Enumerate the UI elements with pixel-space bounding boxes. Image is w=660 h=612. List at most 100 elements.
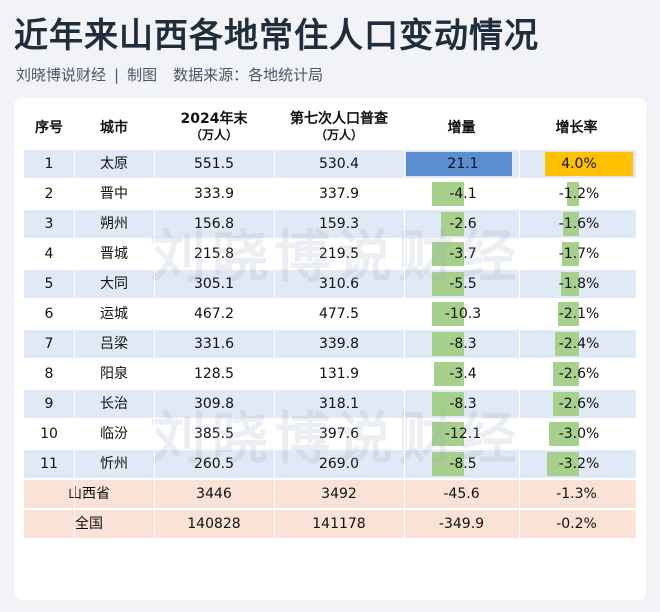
y2024-cell: 260.5: [193, 456, 235, 472]
rate-bar: [545, 152, 633, 176]
increase-bar: [432, 332, 464, 356]
table-row: 10 临汾 385.5 397.6 -12.1 -3.0%: [24, 420, 636, 448]
rank-cell: 9: [44, 396, 54, 412]
census7-cell: 339.8: [318, 336, 360, 352]
increase-cell: -349.9: [438, 516, 485, 532]
census7-cell: 131.9: [318, 366, 360, 382]
city-cell: 阳泉: [100, 366, 128, 382]
col-census7-label: 第七次人口普查: [290, 111, 388, 127]
city-cell: 晋城: [100, 246, 128, 262]
rate-bar: [561, 272, 579, 296]
table-row: 3 朔州 156.8 159.3 -2.6 -1.6%: [24, 210, 636, 238]
col-2024-label: 2024年末: [180, 111, 248, 127]
increase-value: 21.1: [447, 156, 479, 172]
rank-cell: 2: [44, 186, 54, 202]
census7-cell: 141178: [312, 516, 366, 532]
rate-value: -2.6%: [558, 396, 600, 412]
y2024-cell: 385.5: [193, 426, 235, 442]
rate-bar: [547, 452, 579, 476]
y2024-cell: 140828: [187, 516, 241, 532]
census7-cell: 3492: [321, 486, 357, 502]
subtitle: 刘晓博说财经 | 制图 数据来源：各地统计局: [16, 64, 323, 85]
page-title: 近年来山西各地常住人口变动情况: [14, 16, 539, 56]
author: 刘晓博说财经: [16, 66, 107, 84]
increase-bar: [432, 422, 464, 446]
table-row: 9 长治 309.8 318.1 -8.3 -2.6%: [24, 390, 636, 418]
rank-cell: 10: [40, 426, 58, 442]
column-divider: [74, 150, 75, 542]
census7-cell: 219.5: [318, 246, 360, 262]
rank-cell: 6: [44, 306, 54, 322]
increase-bar: [432, 392, 464, 416]
rank-cell: 3: [44, 216, 54, 232]
col-city: 城市: [100, 120, 128, 136]
rank-cell: 1: [44, 156, 54, 172]
increase-value: -8.3: [449, 396, 477, 412]
increase-bar: [432, 242, 464, 266]
census7-cell: 318.1: [318, 396, 360, 412]
column-divider: [519, 150, 520, 542]
increase-bar: [432, 182, 464, 206]
region-cell: 全国: [75, 516, 103, 532]
summary-row: 全国 140828 141178 -349.9 -0.2%: [24, 510, 636, 538]
y2024-cell: 215.8: [193, 246, 235, 262]
rate-value: 4.0%: [561, 156, 597, 172]
table-row: 5 大同 305.1 310.6 -5.5 -1.8%: [24, 270, 636, 298]
col-census7: 第七次人口普查 （万人）: [274, 108, 404, 151]
rate-cell: -1.3%: [556, 486, 597, 502]
col-2024: 2024年末 （万人）: [154, 108, 274, 151]
census7-cell: 477.5: [318, 306, 360, 322]
city-cell: 吕梁: [100, 336, 128, 352]
increase-value: -8.3: [449, 336, 477, 352]
increase-bar: [432, 272, 464, 296]
y2024-cell: 333.9: [193, 186, 235, 202]
table-header: 序号 城市 2024年末 （万人） 第七次人口普查 （万人） 增量 增长率: [24, 108, 636, 148]
increase-value: -5.5: [449, 276, 477, 292]
col-rate: 增长率: [555, 120, 598, 136]
rate-value: -2.4%: [558, 336, 600, 352]
increase-bar: [432, 452, 464, 476]
table-row: 1 太原 551.5 530.4 21.1 4.0%: [24, 150, 636, 178]
table-row: 2 晋中 333.9 337.9 -4.1 -1.2%: [24, 180, 636, 208]
increase-value: -3.7: [449, 246, 477, 262]
city-cell: 长治: [100, 396, 128, 412]
census7-cell: 159.3: [318, 216, 360, 232]
rate-value: -2.6%: [558, 366, 600, 382]
increase-bar: [441, 212, 464, 236]
rate-bar: [563, 212, 579, 236]
data-source: 数据来源：各地统计局: [173, 66, 324, 84]
rank-cell: 7: [44, 336, 54, 352]
rate-bar: [553, 362, 579, 386]
y2024-cell: 128.5: [193, 366, 235, 382]
table-row: 7 吕梁 331.6 339.8 -8.3 -2.4%: [24, 330, 636, 358]
rate-bar: [555, 332, 579, 356]
table-row: 8 阳泉 128.5 131.9 -3.4 -2.6%: [24, 360, 636, 388]
city-cell: 运城: [100, 306, 128, 322]
rank-cell: 8: [44, 366, 54, 382]
rate-bar: [558, 302, 579, 326]
rate-value: -1.2%: [558, 186, 600, 202]
census7-cell: 269.0: [318, 456, 360, 472]
y2024-cell: 156.8: [193, 216, 235, 232]
increase-value: -2.6: [449, 216, 477, 232]
y2024-cell: 467.2: [193, 306, 235, 322]
census7-cell: 530.4: [318, 156, 360, 172]
rate-value: -2.1%: [558, 306, 600, 322]
increase-value: -8.5: [449, 456, 477, 472]
made-label: 制图: [127, 66, 158, 84]
census7-cell: 337.9: [318, 186, 360, 202]
col-census7-unit: （万人）: [314, 128, 363, 142]
rank-cell: 5: [44, 276, 54, 292]
y2024-cell: 3446: [196, 486, 232, 502]
city-cell: 朔州: [100, 216, 128, 232]
census7-cell: 310.6: [318, 276, 360, 292]
region-cell: 山西省: [68, 486, 110, 502]
city-cell: 忻州: [100, 456, 128, 472]
increase-value: -4.1: [449, 186, 477, 202]
increase-bar: [432, 302, 464, 326]
table-row: 11 忻州 260.5 269.0 -8.5 -3.2%: [24, 450, 636, 478]
census7-cell: 397.6: [318, 426, 360, 442]
rate-bar: [553, 392, 579, 416]
rate-bar: [562, 242, 579, 266]
y2024-cell: 309.8: [193, 396, 235, 412]
